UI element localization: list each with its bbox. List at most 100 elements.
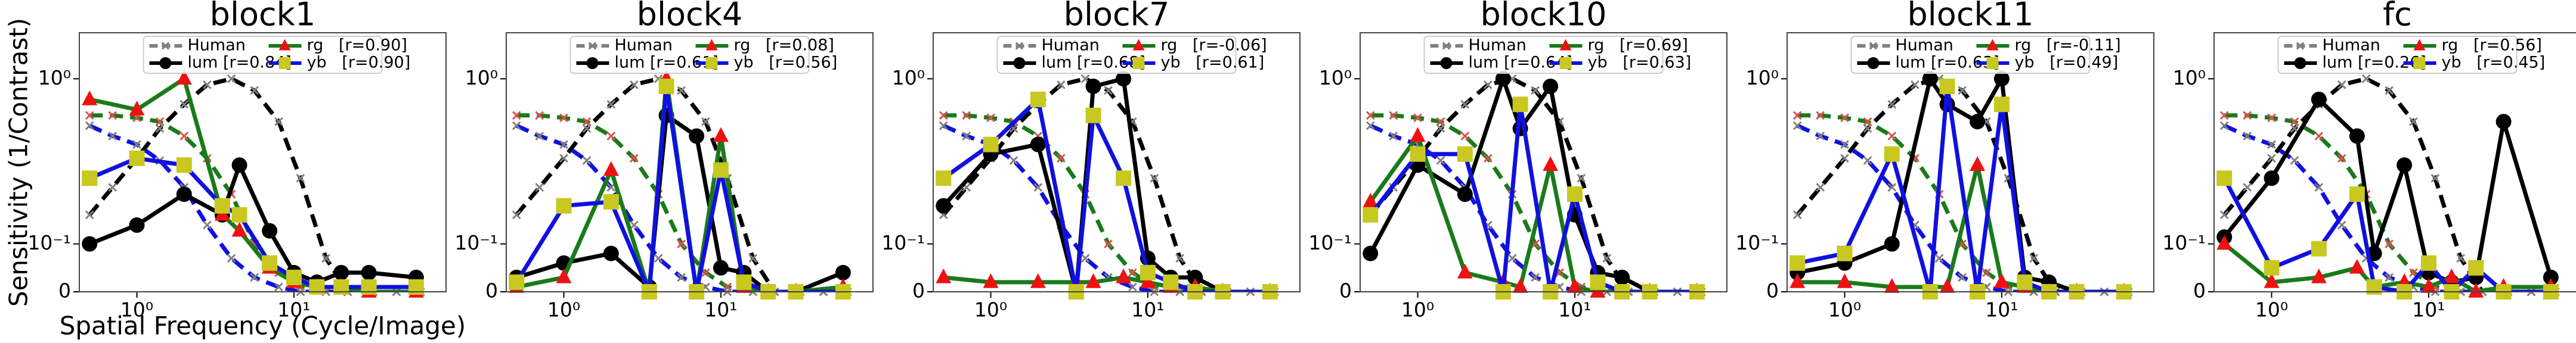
marker — [1140, 264, 1156, 280]
marker — [2420, 255, 2436, 271]
marker — [2314, 132, 2324, 141]
marker — [939, 111, 948, 120]
marker — [1363, 207, 1379, 223]
y-tick-label: 0 — [912, 279, 925, 303]
marker — [1413, 113, 1422, 123]
marker — [1363, 192, 1379, 208]
marker — [559, 113, 568, 123]
chart-title: block7 — [1064, 0, 1170, 33]
reference-line — [942, 76, 1275, 292]
legend-marker — [705, 57, 718, 69]
marker — [2219, 111, 2229, 120]
marker — [2409, 117, 2418, 126]
marker — [227, 74, 236, 83]
legend-marker — [1986, 57, 1999, 69]
marker — [1104, 86, 1113, 95]
y-tick-label: 10⁰ — [1319, 66, 1352, 89]
marker — [1792, 210, 1802, 220]
marker — [1566, 278, 1583, 293]
marker — [2267, 140, 2276, 149]
legend-marker — [1132, 57, 1145, 69]
marker — [2444, 268, 2460, 283]
y-tick-label: 0 — [1339, 279, 1352, 303]
legend-marker — [278, 39, 291, 51]
marker — [1056, 80, 1066, 89]
marker — [1934, 254, 1944, 263]
y-tick-label: 0 — [2193, 279, 2206, 303]
marker — [713, 162, 729, 178]
marker — [1436, 156, 1445, 165]
marker — [2468, 283, 2484, 298]
marker — [689, 128, 705, 144]
legend-box — [1850, 36, 2091, 74]
marker — [556, 268, 572, 283]
legend-marker — [1869, 42, 1878, 50]
x-tick-label: 10¹ — [1558, 298, 1591, 322]
x-tick-label: 10⁰ — [120, 298, 153, 322]
marker — [1366, 121, 1375, 130]
marker — [1080, 254, 1090, 263]
y-tick-label: 0 — [58, 279, 71, 303]
marker — [2314, 183, 2324, 192]
marker — [1910, 80, 1919, 89]
y-tick-label: 0 — [1766, 279, 1779, 303]
marker — [296, 173, 305, 183]
marker — [603, 161, 619, 176]
marker — [1030, 273, 1046, 288]
marker — [1789, 273, 1806, 288]
legend-marker — [588, 42, 597, 50]
chart-title: block10 — [1481, 0, 1607, 33]
marker — [250, 86, 259, 95]
marker — [176, 157, 192, 173]
marker — [654, 254, 663, 263]
marker — [701, 268, 710, 277]
x-tick-label: 10⁰ — [547, 298, 580, 322]
legend-label: rg [r=-0.11] — [2015, 36, 2121, 55]
data-line — [2222, 177, 2551, 292]
x-tick-label: 10¹ — [277, 298, 310, 322]
chart-title: block11 — [1908, 0, 2034, 33]
marker — [1958, 86, 1967, 95]
legend-marker — [2294, 57, 2306, 69]
marker — [2216, 235, 2233, 250]
marker — [1457, 146, 1473, 162]
marker — [677, 86, 686, 95]
marker — [1056, 154, 1066, 163]
marker — [1543, 78, 1559, 94]
marker — [1187, 269, 1203, 285]
marker — [176, 70, 192, 85]
reference-line — [1368, 76, 1702, 292]
legend-label: Human — [188, 36, 246, 55]
marker — [1483, 154, 1493, 163]
legend-label: yb [r=0.56] — [734, 54, 838, 72]
marker — [1140, 273, 1156, 288]
marker — [2361, 74, 2371, 83]
marker — [1030, 136, 1046, 152]
y-tick-label: 10⁻¹ — [27, 231, 71, 254]
marker — [108, 111, 117, 120]
marker — [1863, 117, 1872, 126]
marker — [535, 132, 544, 141]
marker — [1389, 132, 1398, 141]
y-tick-label: 10⁰ — [465, 66, 498, 89]
marker — [1128, 268, 1137, 277]
y-tick-label: 10⁻¹ — [1735, 231, 1779, 254]
marker — [1884, 146, 1900, 162]
marker — [214, 198, 230, 214]
marker — [603, 194, 619, 210]
marker — [2311, 241, 2327, 257]
legend-label: yb [r=0.63] — [1588, 54, 1692, 72]
legend-box — [569, 36, 810, 74]
marker — [321, 254, 331, 263]
marker — [1389, 111, 1398, 120]
marker — [556, 198, 572, 214]
marker — [2385, 86, 2394, 95]
axes-frame — [933, 32, 1301, 292]
legend-marker — [161, 42, 170, 50]
legend-label: rg [r=-0.06] — [1161, 36, 1267, 55]
marker — [1457, 263, 1473, 279]
marker — [1531, 86, 1540, 95]
marker — [1366, 111, 1375, 120]
marker — [1982, 268, 1991, 277]
marker — [2029, 254, 2039, 263]
